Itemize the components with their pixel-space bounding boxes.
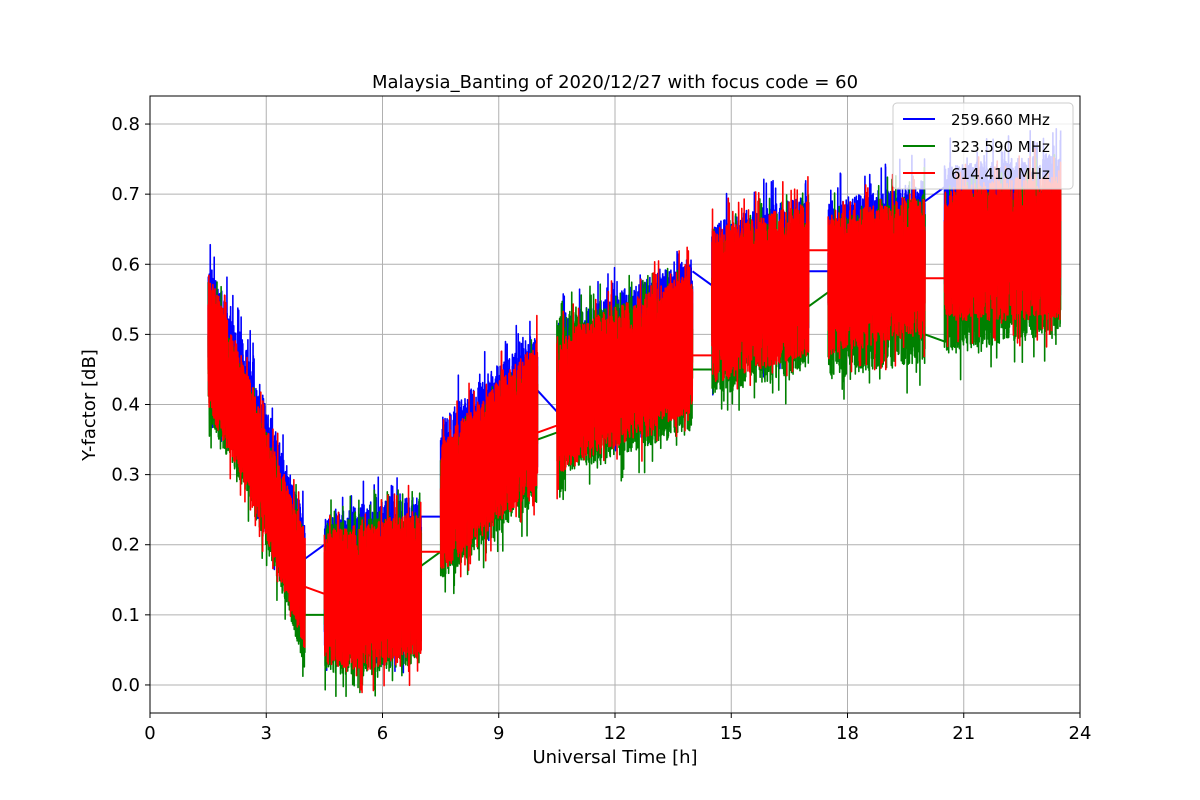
x-tick-label: 15 bbox=[720, 723, 743, 744]
x-tick-label: 0 bbox=[144, 723, 155, 744]
x-tick-label: 12 bbox=[604, 723, 627, 744]
y-tick-label: 0.7 bbox=[111, 184, 140, 205]
series-bridge-line bbox=[536, 389, 558, 413]
series-trace bbox=[323, 484, 423, 694]
x-tick-label: 21 bbox=[952, 723, 975, 744]
series-bridge-line bbox=[420, 550, 442, 567]
y-tick-label: 0.2 bbox=[111, 535, 140, 556]
legend-label: 614.410 MHz bbox=[951, 165, 1050, 183]
legend: 259.660 MHz 323.590 MHz 614.410 MHz bbox=[892, 102, 1074, 190]
y-tick-label: 0.6 bbox=[111, 254, 140, 275]
y-tick-label: 0.4 bbox=[111, 395, 140, 416]
legend-label: 323.590 MHz bbox=[951, 138, 1050, 156]
y-tick-label: 0.8 bbox=[111, 114, 140, 135]
series-bridge-line bbox=[808, 291, 829, 308]
ticks: 0 3 6 9 12 15 18 21 24 0.0 0.1 0.2 0.3 0.4 0.5 0.6 0.7 0.… bbox=[111, 114, 1091, 744]
chart-title: Malaysia_Banting of 2020/12/27 with focu… bbox=[372, 72, 858, 93]
series-bridge-line bbox=[304, 543, 325, 560]
y-tick-label: 0.0 bbox=[111, 675, 140, 696]
x-tick-label: 24 bbox=[1069, 723, 1092, 744]
y-tick-label: 0.5 bbox=[111, 324, 140, 345]
x-tick-label: 3 bbox=[261, 723, 272, 744]
series-trace bbox=[827, 173, 926, 373]
series-trace bbox=[439, 314, 539, 578]
x-tick-label: 18 bbox=[836, 723, 859, 744]
y-axis-label: Y-factor [dB] bbox=[79, 349, 100, 462]
legend-label: 259.660 MHz bbox=[951, 111, 1050, 129]
series-bridge-line bbox=[691, 270, 713, 287]
series-bridge-line bbox=[304, 585, 325, 595]
plot-series bbox=[207, 127, 1062, 698]
legend-box bbox=[892, 102, 1074, 190]
series-614-410-mhz bbox=[207, 148, 1062, 694]
series-trace bbox=[711, 175, 810, 390]
y-tick-label: 0.3 bbox=[111, 465, 140, 486]
x-axis-label: Universal Time [h] bbox=[532, 747, 697, 768]
series-trace bbox=[943, 148, 1062, 348]
series-trace bbox=[556, 246, 694, 500]
series-trace bbox=[207, 274, 306, 649]
series-bridge-line bbox=[537, 424, 558, 434]
y-tick-label: 0.1 bbox=[111, 605, 140, 626]
series-bridge-line bbox=[924, 333, 945, 343]
x-tick-label: 6 bbox=[377, 723, 388, 744]
x-tick-label: 9 bbox=[493, 723, 504, 744]
series-bridge-line bbox=[537, 431, 558, 441]
